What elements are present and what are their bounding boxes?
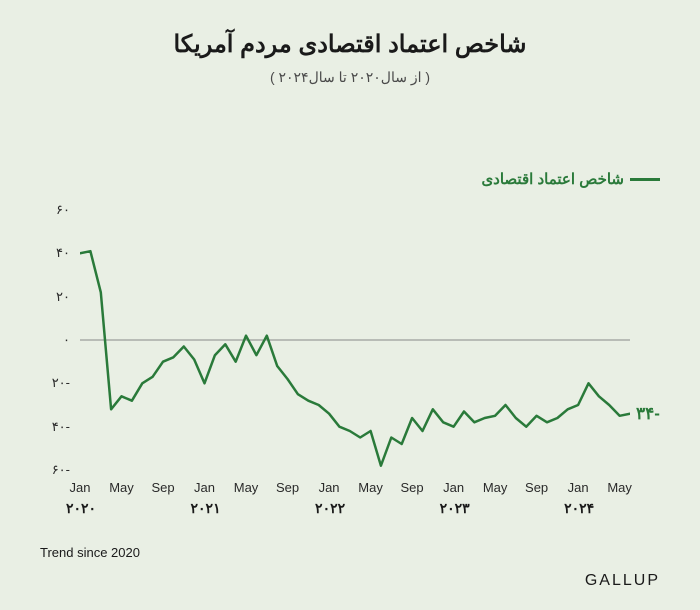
- series-end-label: ۳۴-: [636, 404, 660, 424]
- x-axis-month: Sep: [400, 480, 423, 495]
- x-axis-month: Jan: [443, 480, 464, 495]
- y-axis-tick: ۲۰: [56, 289, 70, 305]
- x-axis-month: May: [109, 480, 134, 495]
- chart-legend: شاخص اعتماد اقتصادی: [481, 170, 660, 188]
- x-axis-month: May: [607, 480, 632, 495]
- chart-plot-area: ۶۰-۴۰-۲۰-۰۲۰۴۰۶۰JanMaySepJanMaySepJanMay…: [80, 210, 630, 470]
- x-axis-month: Sep: [525, 480, 548, 495]
- legend-label: شاخص اعتماد اقتصادی: [481, 170, 624, 188]
- x-axis-month: Jan: [568, 480, 589, 495]
- x-axis-month: Jan: [194, 480, 215, 495]
- trend-caption: Trend since 2020: [40, 545, 140, 560]
- x-axis-year: ۲۰۲۰: [66, 500, 96, 517]
- x-axis-month: Jan: [70, 480, 91, 495]
- legend-swatch: [630, 178, 660, 181]
- gallup-brand: GALLUP: [585, 572, 660, 590]
- x-axis-year: ۲۰۲۳: [440, 500, 470, 517]
- x-axis-month: May: [483, 480, 508, 495]
- y-axis-tick: ۴۰: [56, 245, 70, 261]
- y-axis-tick: ۶۰: [56, 202, 70, 218]
- x-axis-month: May: [234, 480, 259, 495]
- x-axis-month: Jan: [319, 480, 340, 495]
- x-axis-year: ۲۰۲۲: [315, 500, 345, 517]
- y-axis-tick: ۴۰-: [52, 419, 70, 435]
- y-axis-tick: ۲۰-: [52, 375, 70, 391]
- x-axis-year: ۲۰۲۴: [564, 500, 594, 517]
- y-axis-tick: ۶۰-: [52, 462, 70, 478]
- x-axis-month: Sep: [276, 480, 299, 495]
- x-axis-year: ۲۰۲۱: [191, 500, 221, 517]
- chart-svg: [80, 210, 630, 470]
- x-axis-month: Sep: [151, 480, 174, 495]
- chart-subtitle: ( از سال۲۰۲۰ تا سال۲۰۲۴ ): [0, 59, 700, 86]
- y-axis-tick: ۰: [63, 332, 70, 348]
- chart-title: شاخص اعتماد اقتصادی مردم آمریکا: [0, 0, 700, 59]
- x-axis-month: May: [358, 480, 383, 495]
